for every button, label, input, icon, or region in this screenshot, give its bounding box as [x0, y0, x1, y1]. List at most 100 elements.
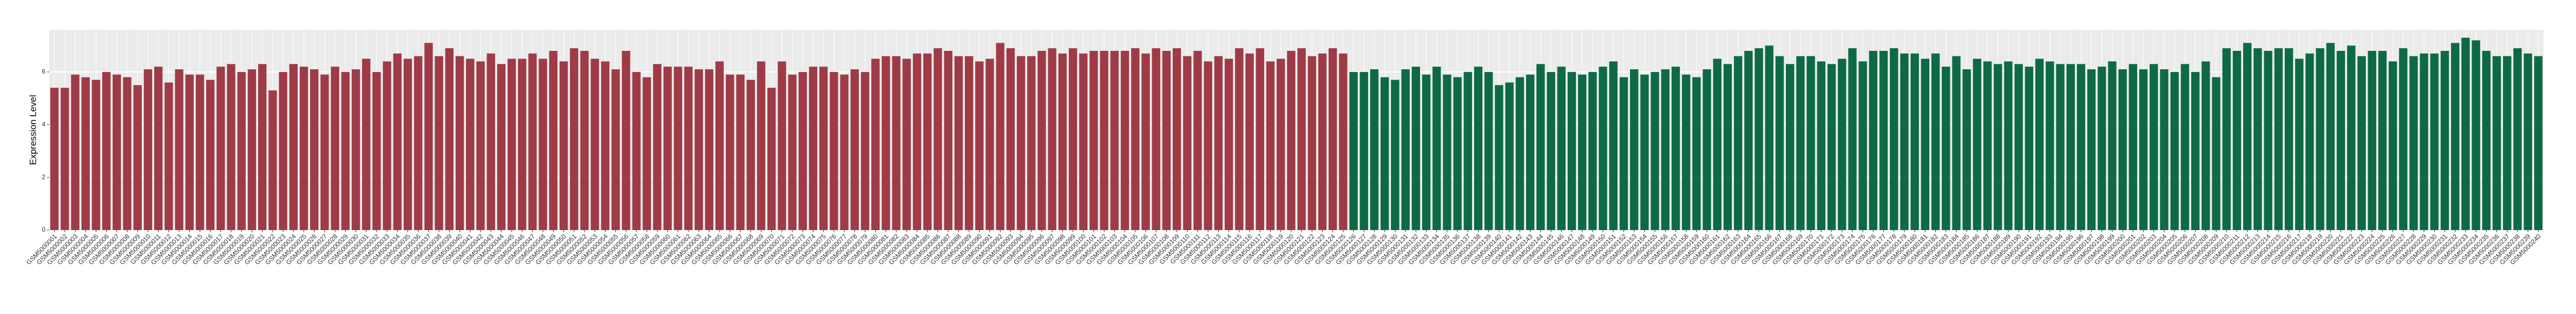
bar — [1245, 53, 1254, 230]
bar — [2440, 50, 2449, 231]
bar — [1567, 71, 1576, 231]
bar — [1681, 74, 1691, 230]
bar — [892, 56, 901, 231]
bar — [611, 69, 620, 231]
bar — [1339, 53, 1348, 230]
bar — [1640, 74, 1649, 230]
bar — [133, 85, 142, 230]
bar — [2451, 43, 2460, 230]
bar — [1411, 67, 1421, 230]
bar — [1733, 56, 1743, 231]
bar — [2534, 56, 2543, 231]
bar — [944, 50, 952, 231]
y-tick-label: 0 — [42, 226, 45, 233]
bar — [487, 53, 495, 230]
bar — [1027, 56, 1036, 231]
bar — [2513, 48, 2522, 230]
bar — [1463, 71, 1473, 231]
bar — [2139, 69, 2148, 231]
bar — [2492, 56, 2501, 231]
bar — [71, 74, 80, 230]
bar — [81, 77, 90, 230]
bar — [746, 80, 755, 230]
bar — [268, 90, 277, 230]
bar — [1806, 56, 1815, 231]
bar — [934, 48, 942, 230]
bar — [715, 61, 724, 230]
bar — [642, 77, 651, 230]
bar — [2076, 64, 2086, 230]
bar — [1068, 48, 1077, 230]
bar — [435, 56, 443, 231]
bar — [1786, 64, 1795, 230]
bar — [518, 58, 527, 230]
bar — [1619, 77, 1628, 230]
bar — [2336, 50, 2345, 231]
bar — [1588, 71, 1597, 231]
bar — [1193, 50, 1202, 231]
bar — [882, 56, 890, 231]
y-tick-label: 6 — [42, 68, 45, 75]
bar — [1952, 56, 1961, 231]
bar — [559, 61, 568, 230]
bar — [788, 74, 797, 230]
bar — [1162, 50, 1171, 231]
bar — [1599, 67, 1607, 230]
bar — [2212, 77, 2220, 230]
y-tick-label: 4 — [42, 120, 45, 128]
bar — [1016, 56, 1026, 231]
bar — [1703, 69, 1711, 231]
bar — [1629, 69, 1639, 231]
bar — [476, 61, 485, 230]
bar — [1931, 53, 1940, 230]
bar — [227, 64, 235, 230]
bar — [2087, 69, 2096, 231]
bar — [1526, 74, 1535, 230]
bar — [341, 71, 350, 231]
bar — [1318, 53, 1327, 230]
bar — [1089, 50, 1098, 231]
bar — [1381, 77, 1389, 230]
bar — [2388, 61, 2397, 230]
bar — [1079, 53, 1088, 230]
bar — [424, 43, 433, 230]
bar — [2222, 48, 2231, 230]
bar — [985, 58, 994, 230]
bar — [860, 71, 870, 231]
bar — [570, 48, 579, 230]
bar — [1131, 48, 1140, 230]
bar — [632, 71, 641, 231]
bar — [1474, 67, 1483, 230]
bar — [2378, 50, 2387, 231]
bar — [1661, 69, 1670, 231]
bar — [216, 67, 225, 230]
bar — [1214, 56, 1223, 231]
bar — [2472, 40, 2480, 230]
bar — [2243, 43, 2252, 230]
bar — [538, 58, 547, 230]
bar — [195, 74, 205, 230]
bar — [2098, 67, 2106, 230]
bar — [1796, 56, 1805, 231]
bar — [1235, 48, 1244, 230]
bar — [1391, 80, 1399, 230]
bar — [850, 69, 859, 231]
bar — [1297, 48, 1306, 230]
bar — [1879, 50, 1888, 231]
bar — [466, 58, 475, 230]
bar — [403, 58, 412, 230]
bar — [1692, 77, 1701, 230]
bar — [912, 53, 922, 230]
bar — [247, 69, 257, 231]
bar — [1037, 50, 1046, 231]
bar — [2503, 56, 2512, 231]
y-axis-title: Expression Level — [28, 95, 38, 165]
bar — [1453, 77, 1462, 230]
bar — [1224, 58, 1233, 230]
bar — [2274, 48, 2283, 230]
bar — [2409, 56, 2418, 231]
bar — [622, 50, 630, 231]
bar — [383, 61, 391, 230]
bar — [1713, 58, 1721, 230]
